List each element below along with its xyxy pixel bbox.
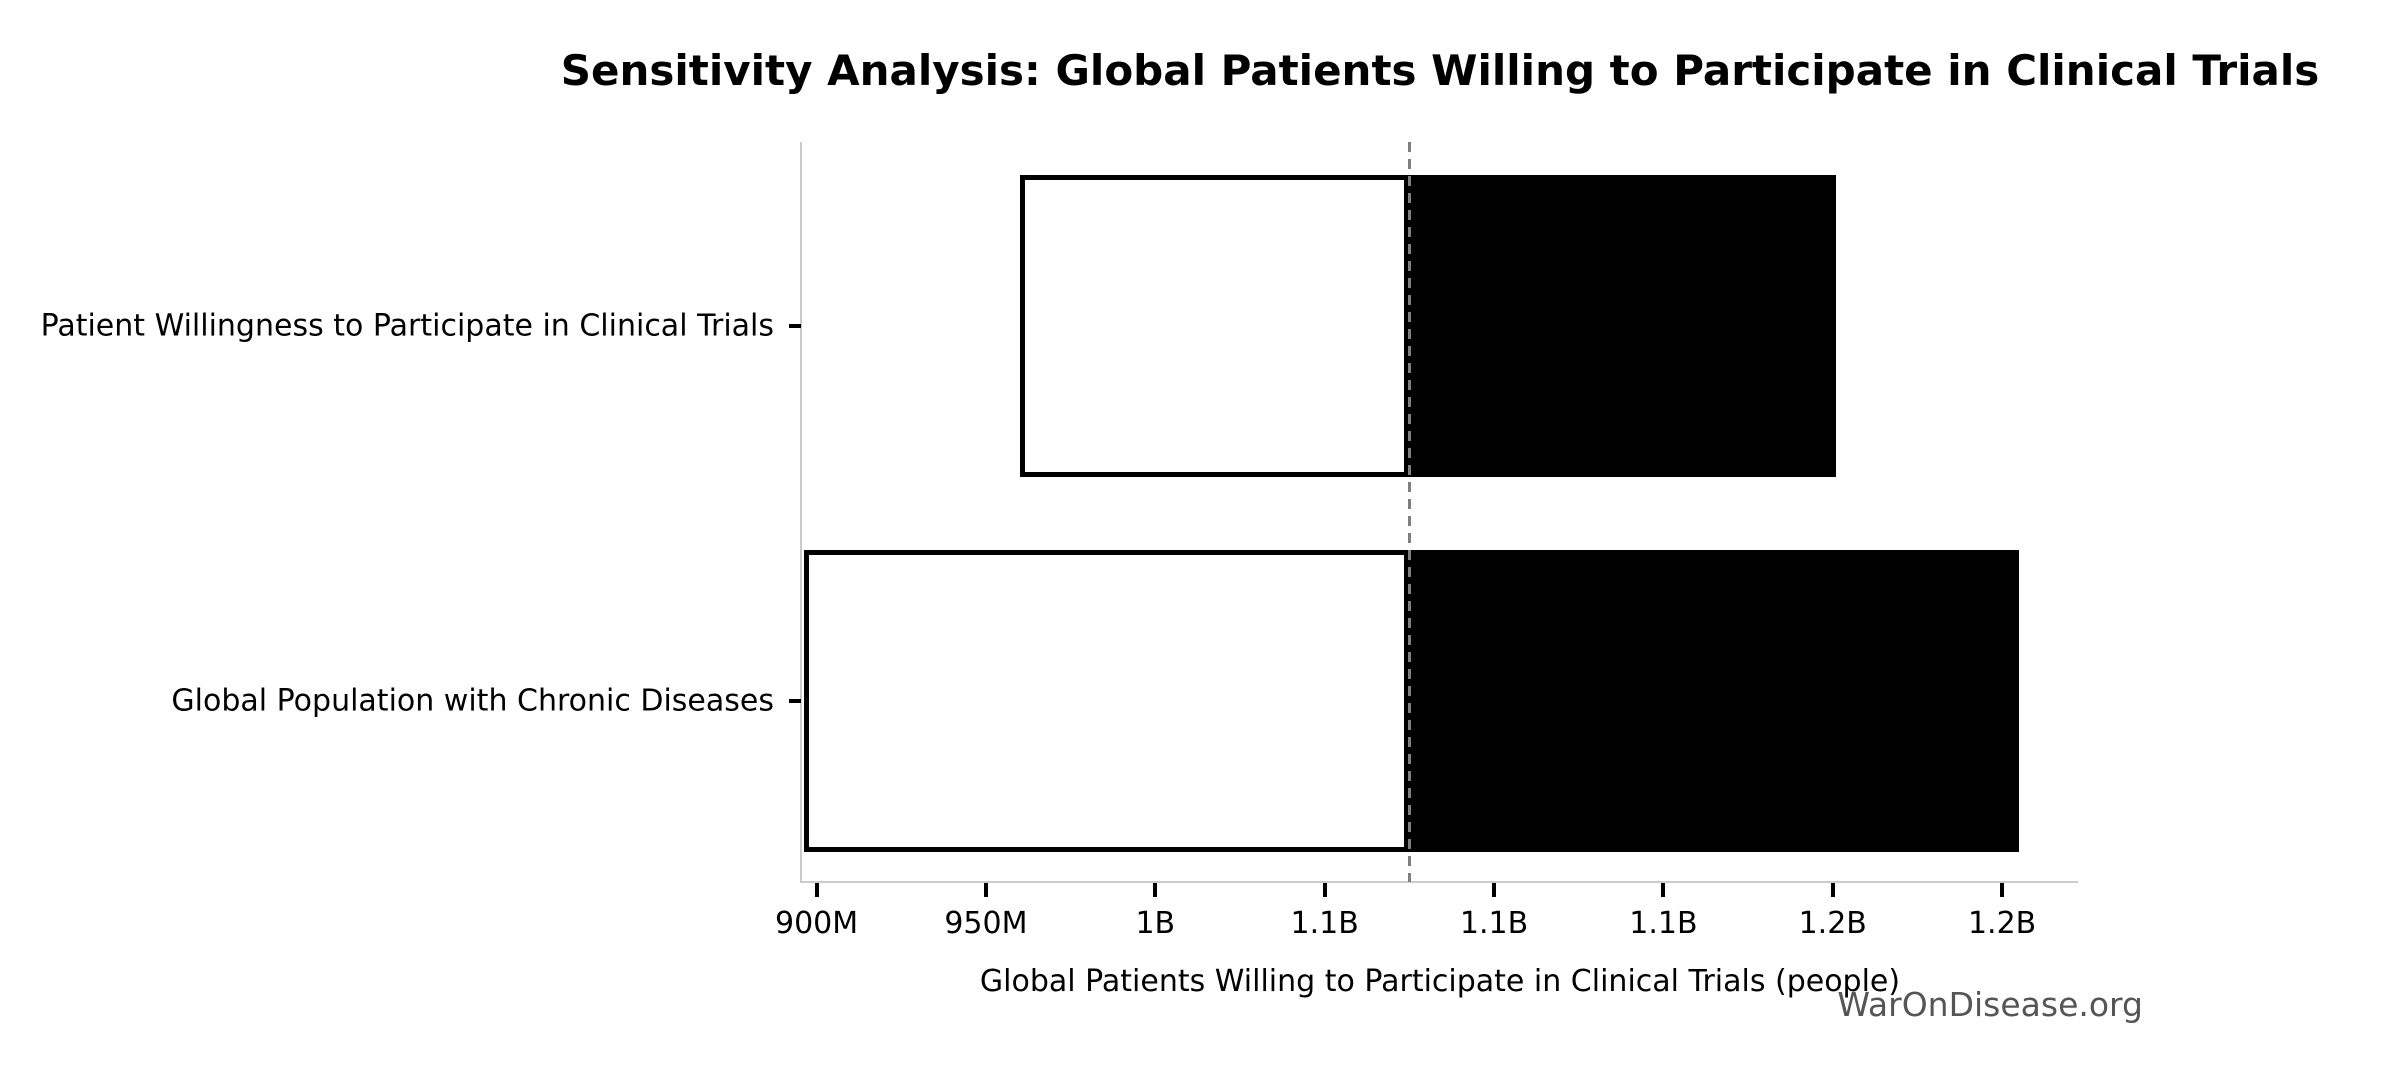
x-tick-mark <box>1830 883 1835 897</box>
y-tick-mark <box>789 324 801 328</box>
watermark-text: WarOnDisease.org <box>1837 985 2143 1024</box>
tornado-bar-low-segment <box>804 550 1410 852</box>
x-tick-mark <box>1492 883 1497 897</box>
tornado-bar-high-segment <box>1409 550 2020 852</box>
x-axis-label: Global Patients Willing to Participate i… <box>979 964 1901 999</box>
base-value-dashed-line <box>1407 142 1411 882</box>
x-tick-label: 1.2B <box>1798 906 1867 941</box>
x-tick-label: 900M <box>774 906 859 941</box>
y-category-label-chronic-diseases: Global Population with Chronic Diseases <box>171 683 774 719</box>
x-tick-label: 1.1B <box>1290 906 1359 941</box>
x-tick-label: 1.2B <box>1967 906 2037 941</box>
x-tick-mark <box>1322 883 1327 897</box>
x-tick-mark <box>1661 883 1666 897</box>
x-tick-label: 1B <box>1135 906 1176 941</box>
x-tick-mark <box>2000 883 2005 897</box>
x-axis-spine <box>800 881 2078 883</box>
chart-title: Sensitivity Analysis: Global Patients Wi… <box>560 46 2320 95</box>
x-tick-label: 1.1B <box>1459 906 1529 941</box>
x-tick-mark <box>1153 883 1158 897</box>
x-tick-mark <box>814 883 819 897</box>
x-tick-label: 1.1B <box>1629 906 1698 941</box>
tornado-bar-high-segment <box>1409 175 1837 477</box>
y-category-label-patient-willingness: Patient Willingness to Participate in Cl… <box>40 308 774 344</box>
x-tick-mark <box>983 883 988 897</box>
y-axis-spine <box>800 142 802 883</box>
x-tick-label: 950M <box>944 906 1028 941</box>
y-tick-mark <box>789 699 801 703</box>
tornado-bar-low-segment <box>1019 175 1410 477</box>
